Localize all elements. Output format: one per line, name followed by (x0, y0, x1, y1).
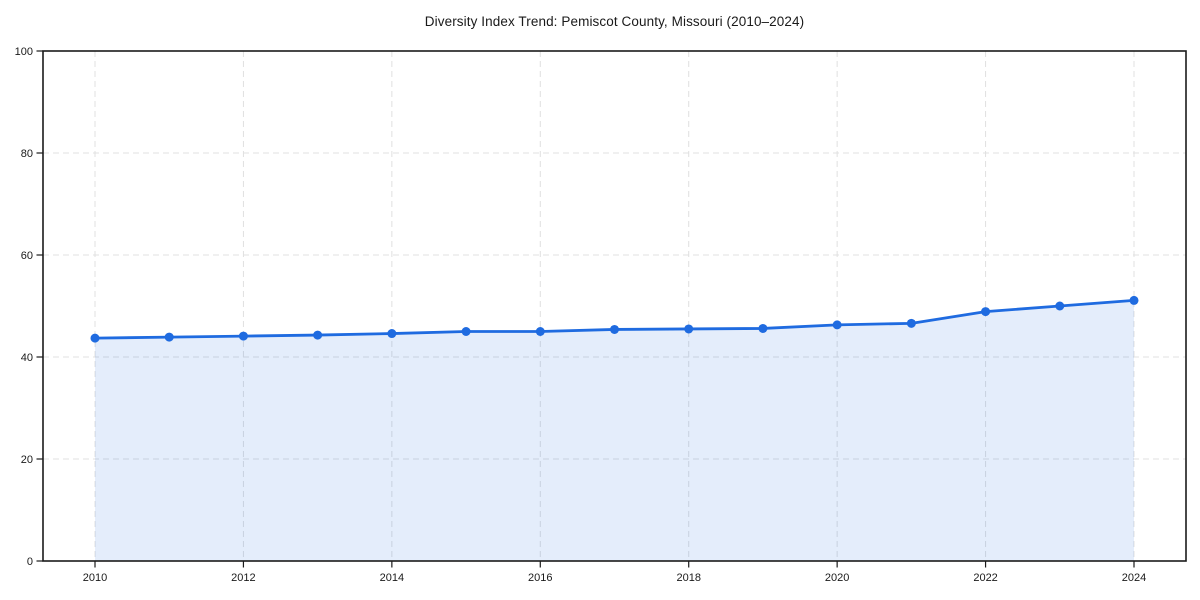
y-tick-label: 80 (21, 148, 33, 160)
y-tick-label: 0 (27, 556, 33, 568)
data-point (1055, 301, 1065, 311)
x-tick-label: 2022 (973, 572, 997, 584)
x-tick-label: 2014 (380, 572, 404, 584)
data-point (90, 333, 100, 343)
data-point (164, 332, 174, 342)
data-point (684, 324, 694, 334)
data-point (758, 323, 768, 333)
data-point (610, 324, 619, 334)
data-point (981, 307, 991, 317)
y-tick-label: 60 (21, 250, 33, 262)
y-tick-label: 100 (15, 46, 33, 58)
x-tick-label: 2018 (676, 572, 700, 584)
x-tick-label: 2010 (83, 572, 107, 584)
data-point (535, 327, 545, 336)
data-point (387, 329, 397, 339)
y-tick-label: 20 (21, 454, 33, 466)
data-point (238, 331, 248, 341)
x-tick-label: 2020 (825, 572, 849, 584)
chart-title: Diversity Index Trend: Pemiscot County, … (424, 14, 805, 29)
data-point (832, 320, 842, 330)
y-tick-label: 40 (21, 352, 33, 364)
x-tick-label: 2024 (1122, 572, 1146, 584)
data-point (906, 318, 916, 328)
data-point (1129, 295, 1139, 305)
area-fill (95, 300, 1134, 561)
x-tick-label: 2016 (528, 572, 552, 584)
data-point (461, 327, 471, 336)
plot-border (42, 50, 1187, 562)
x-tick-label: 2012 (231, 572, 255, 584)
data-point (313, 330, 323, 340)
